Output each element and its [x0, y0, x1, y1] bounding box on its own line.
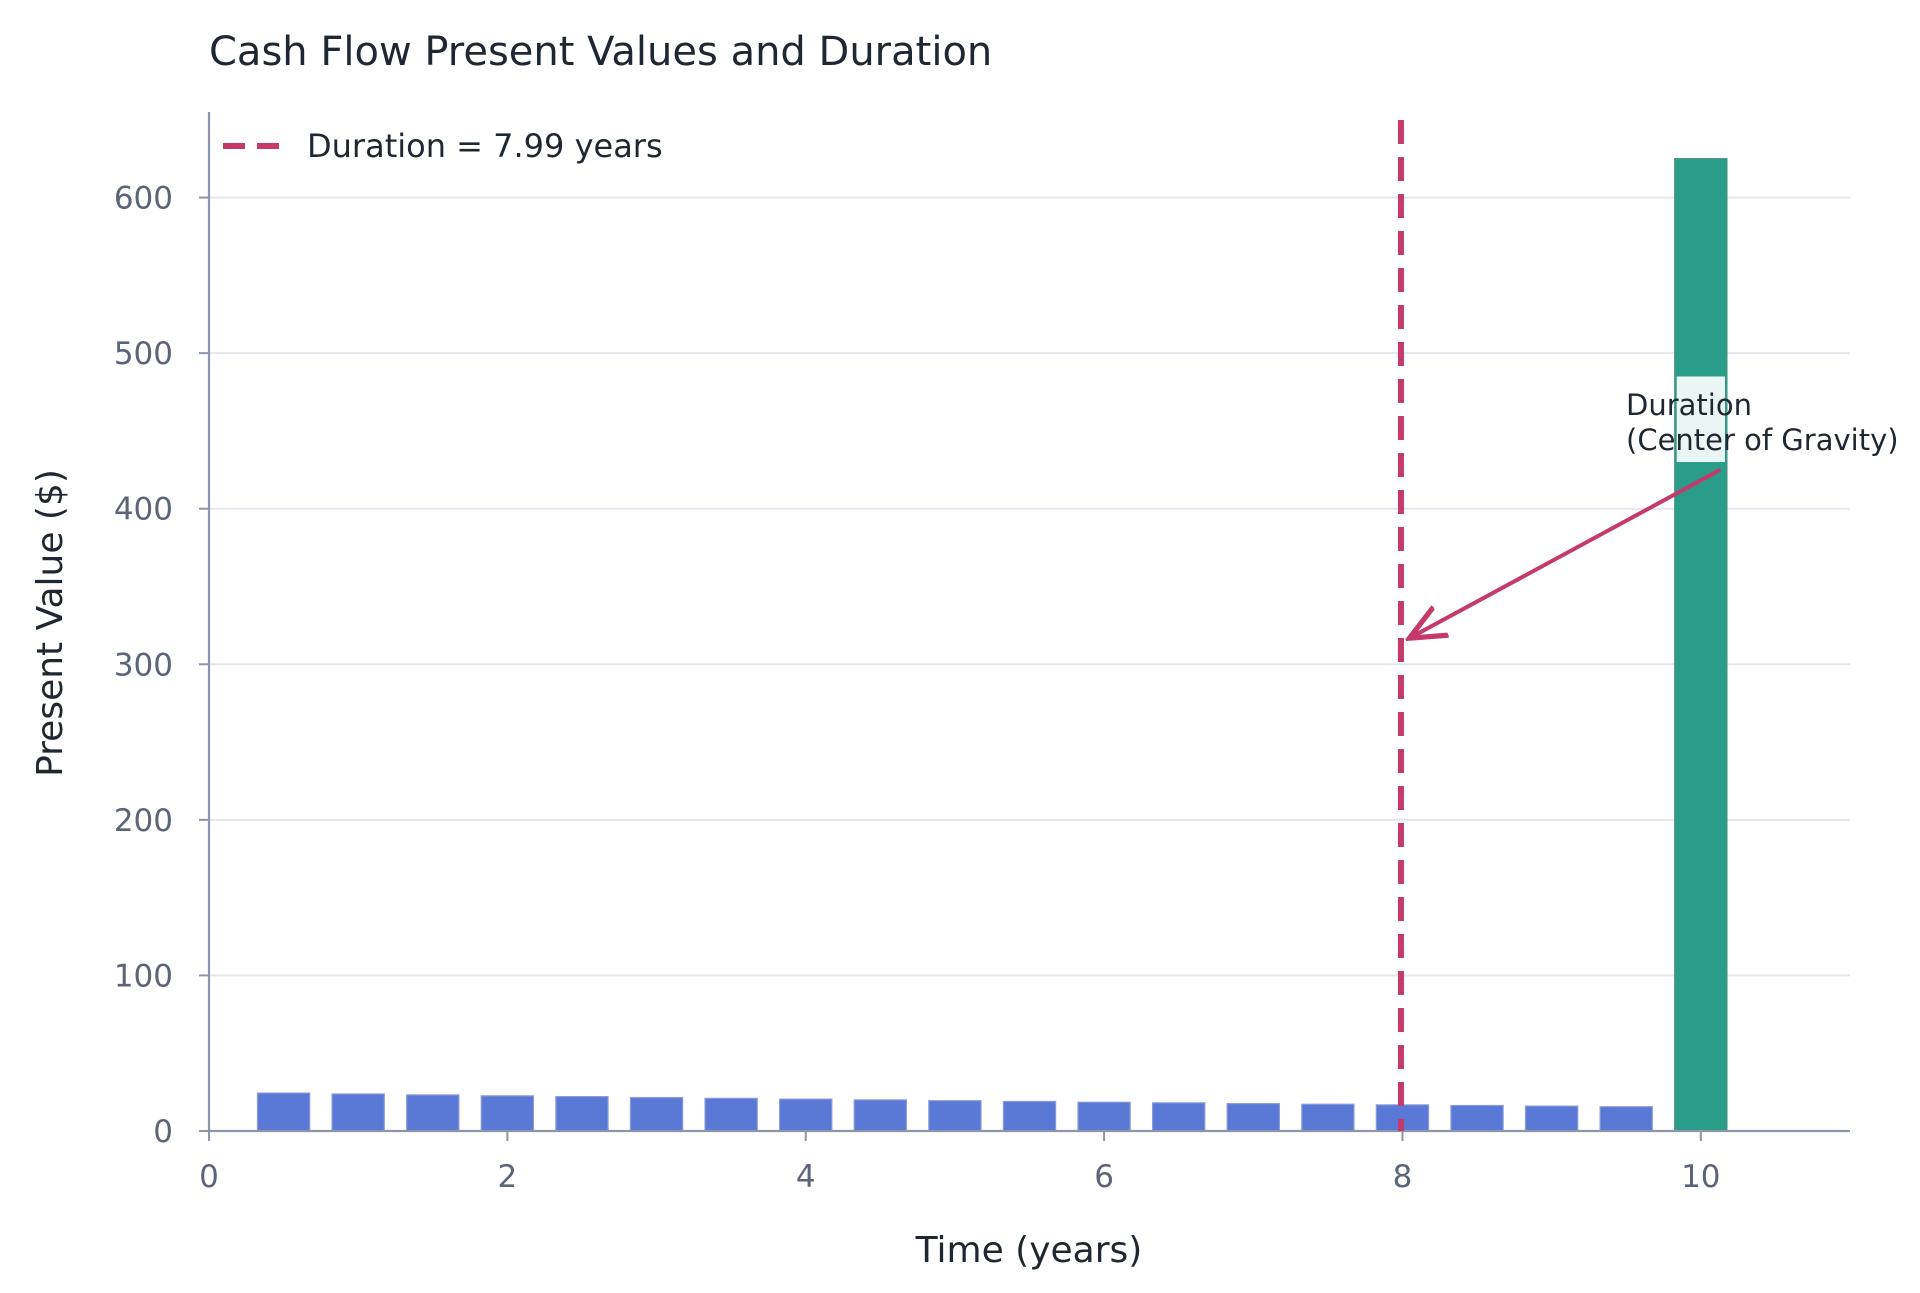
axes — [207, 112, 1850, 1133]
x-ticks: 0 2 4 6 8 10 — [199, 1131, 1721, 1195]
y-tick-label-5: 500 — [114, 336, 173, 372]
legend-duration-label: Duration = 7.99 years — [307, 127, 663, 165]
bar-coupon-5 — [555, 1096, 609, 1132]
x-tick-label-1: 2 — [497, 1159, 517, 1195]
bar-coupon-18 — [1524, 1105, 1579, 1132]
annotation-background — [1676, 376, 1725, 463]
x-axis-label: Time (years) — [915, 1230, 1143, 1271]
y-tick-label-3: 300 — [114, 647, 173, 683]
duration-annotation-arrow — [1413, 468, 1722, 636]
gridlines — [209, 196, 1850, 977]
y-tick-label-2: 200 — [114, 803, 173, 839]
bar-coupon-14 — [1226, 1103, 1280, 1132]
bar-coupon-12 — [1077, 1101, 1131, 1132]
bar-coupon-3 — [406, 1094, 460, 1132]
x-tick-label-2: 4 — [796, 1159, 816, 1195]
y-tick-label-4: 400 — [114, 492, 173, 528]
bar-coupon-19 — [1599, 1106, 1653, 1132]
bar-coupon-15 — [1301, 1103, 1355, 1132]
duration-line-group: Duration(Center of Gravity) — [1397, 120, 1899, 1131]
x-tick-label-4: 8 — [1393, 1159, 1413, 1195]
y-axis-label: Present Value ($) — [30, 469, 71, 777]
bar-coupon-2 — [331, 1093, 385, 1132]
y-ticks: 0 100 200 300 400 500 600 — [114, 181, 209, 1150]
y-tick-label-6: 600 — [114, 181, 173, 217]
bar-principal — [1674, 158, 1728, 1132]
bar-coupon-9 — [853, 1099, 908, 1132]
duration-annotation-line-1: Duration — [1626, 388, 1752, 422]
bar-coupon-6 — [629, 1096, 684, 1132]
duration-annotation-line-2: (Center of Gravity) — [1626, 423, 1899, 457]
bar-coupon-1 — [256, 1092, 311, 1132]
chart-title: Cash Flow Present Values and Duration — [209, 29, 992, 75]
bar-coupon-13 — [1151, 1102, 1206, 1132]
bar-coupon-11 — [1002, 1100, 1057, 1132]
x-tick-label-5: 10 — [1681, 1159, 1720, 1195]
bar-coupon-4 — [480, 1095, 535, 1132]
bar-coupon-17 — [1450, 1104, 1504, 1132]
x-tick-label-0: 0 — [199, 1159, 219, 1195]
y-tick-label-0: 0 — [153, 1114, 173, 1150]
bar-coupon-8 — [779, 1098, 833, 1132]
x-tick-label-3: 6 — [1094, 1159, 1114, 1195]
bars — [256, 158, 1728, 1132]
bar-coupon-7 — [704, 1097, 758, 1132]
bar-coupon-10 — [928, 1100, 982, 1132]
y-tick-label-1: 100 — [114, 958, 173, 994]
legend: Duration = 7.99 years — [223, 127, 663, 165]
